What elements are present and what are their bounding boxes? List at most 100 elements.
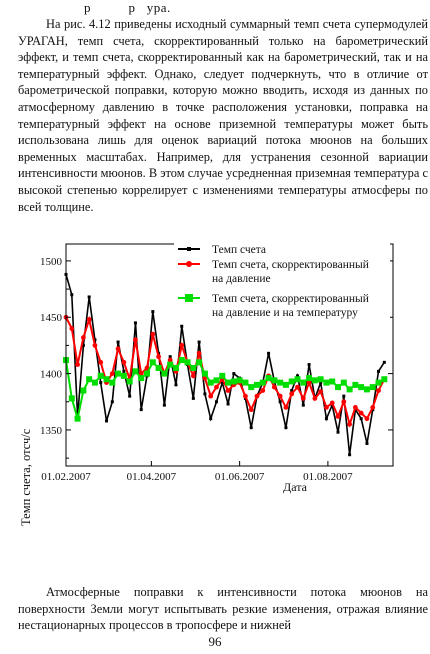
data-point-baro_temp <box>271 377 278 384</box>
data-point-baro_temp <box>184 359 191 366</box>
data-point-baro_temp <box>230 378 237 385</box>
data-point-baro_temp <box>178 357 185 364</box>
data-point-baro_temp <box>219 372 226 379</box>
data-point-baro_temp <box>120 372 127 379</box>
data-point-raw <box>81 343 85 347</box>
data-point-baro_temp <box>369 384 376 391</box>
data-point-baro_temp <box>115 370 122 377</box>
data-point-baro <box>370 405 376 410</box>
data-point-baro_temp <box>294 376 301 383</box>
paragraph-2: Атмосферные поправки к интенсивности пот… <box>18 585 428 633</box>
data-point-baro_temp <box>248 384 255 391</box>
data-point-baro_temp <box>259 379 266 386</box>
x-tick-label: 01.08.2007 <box>303 471 353 483</box>
data-point-raw <box>377 369 381 373</box>
data-point-baro_temp <box>109 379 116 386</box>
data-point-raw <box>203 392 207 396</box>
data-point-raw <box>128 394 132 398</box>
data-point-baro <box>80 335 86 340</box>
paragraph-1: На рис. 4.12 приведены исходный суммарны… <box>18 17 428 214</box>
data-point-baro_temp <box>97 372 104 379</box>
y-tick-label: 1400 <box>40 369 63 381</box>
data-point-baro <box>306 380 312 386</box>
data-point-baro <box>133 337 138 343</box>
data-point-raw <box>191 396 195 400</box>
data-point-baro <box>179 343 185 348</box>
data-point-baro_temp <box>225 379 232 386</box>
data-point-baro <box>98 359 104 365</box>
data-point-baro_temp <box>323 379 330 386</box>
data-point-baro <box>196 350 202 356</box>
data-point-raw <box>70 293 74 297</box>
data-point-baro_temp <box>91 379 98 386</box>
data-point-baro_temp <box>329 378 336 385</box>
data-point-baro <box>115 346 121 352</box>
data-point-raw <box>99 381 103 385</box>
data-point-raw <box>278 400 282 404</box>
data-point-baro_temp <box>300 379 307 386</box>
data-point-baro <box>260 388 266 393</box>
data-point-baro_temp <box>282 381 289 388</box>
data-point-raw <box>226 402 230 406</box>
data-point-baro <box>248 407 254 413</box>
data-point-baro <box>277 393 283 399</box>
data-point-raw <box>290 388 294 392</box>
legend: Темп счета Темп счета, скорректированный н… <box>174 238 390 322</box>
data-point-baro <box>92 343 98 348</box>
x-tick-label: 01.06.2007 <box>215 471 265 483</box>
data-point-baro <box>300 395 306 401</box>
legend-label-raw: Темп счета <box>212 244 266 256</box>
data-point-baro_temp <box>132 368 139 375</box>
data-point-baro <box>324 405 329 410</box>
data-point-baro_temp <box>352 381 359 388</box>
data-point-baro_temp <box>172 364 179 371</box>
data-point-baro <box>109 371 115 376</box>
data-point-baro <box>376 388 381 393</box>
y-tick-label: 1500 <box>40 256 63 268</box>
data-point-baro_temp <box>155 364 162 371</box>
data-point-baro_temp <box>253 381 260 388</box>
data-point-baro <box>352 405 358 410</box>
data-point-raw <box>365 441 369 445</box>
data-point-baro <box>283 405 289 410</box>
data-point-raw <box>180 324 184 328</box>
x-tick-label: 01.02.2007 <box>41 471 91 483</box>
legend-label-baro_temp: Темп счета, скорректированный на давление… <box>212 293 369 319</box>
y-tick-label: 1350 <box>40 425 63 437</box>
data-point-raw <box>267 351 271 355</box>
data-point-raw <box>87 295 91 299</box>
data-point-baro_temp <box>363 386 370 393</box>
data-point-baro <box>271 384 277 390</box>
data-point-raw <box>319 381 323 385</box>
data-point-baro_temp <box>213 377 220 384</box>
data-point-raw <box>105 419 109 423</box>
data-point-baro <box>86 317 92 322</box>
data-point-baro_temp <box>86 376 93 383</box>
data-point-raw <box>214 400 218 404</box>
data-point-raw <box>133 321 137 325</box>
page-number: 96 <box>208 634 222 649</box>
data-point-raw <box>342 394 346 398</box>
data-point-baro <box>289 391 295 397</box>
data-point-baro_temp <box>190 364 197 371</box>
data-point-baro <box>75 362 80 367</box>
data-point-baro_temp <box>201 370 208 377</box>
data-point-baro <box>156 354 162 360</box>
data-point-baro <box>208 393 214 399</box>
data-point-raw <box>301 403 305 407</box>
data-point-raw <box>249 426 253 430</box>
data-point-baro_temp <box>236 377 243 384</box>
legend-label-baro: Темп счета, скорректированный на давление <box>212 259 369 285</box>
data-point-baro <box>358 410 364 416</box>
data-point-baro_temp <box>161 370 168 377</box>
data-point-baro <box>341 399 347 405</box>
data-point-baro_temp <box>346 386 353 393</box>
header-fragment: р р ура. <box>84 0 171 15</box>
data-point-raw <box>93 338 97 342</box>
data-point-baro_temp <box>149 359 156 366</box>
data-point-baro <box>335 414 341 419</box>
data-point-raw <box>139 408 143 412</box>
data-point-baro <box>190 373 196 379</box>
data-point-baro_temp <box>103 376 110 383</box>
data-point-baro_temp <box>306 375 313 382</box>
